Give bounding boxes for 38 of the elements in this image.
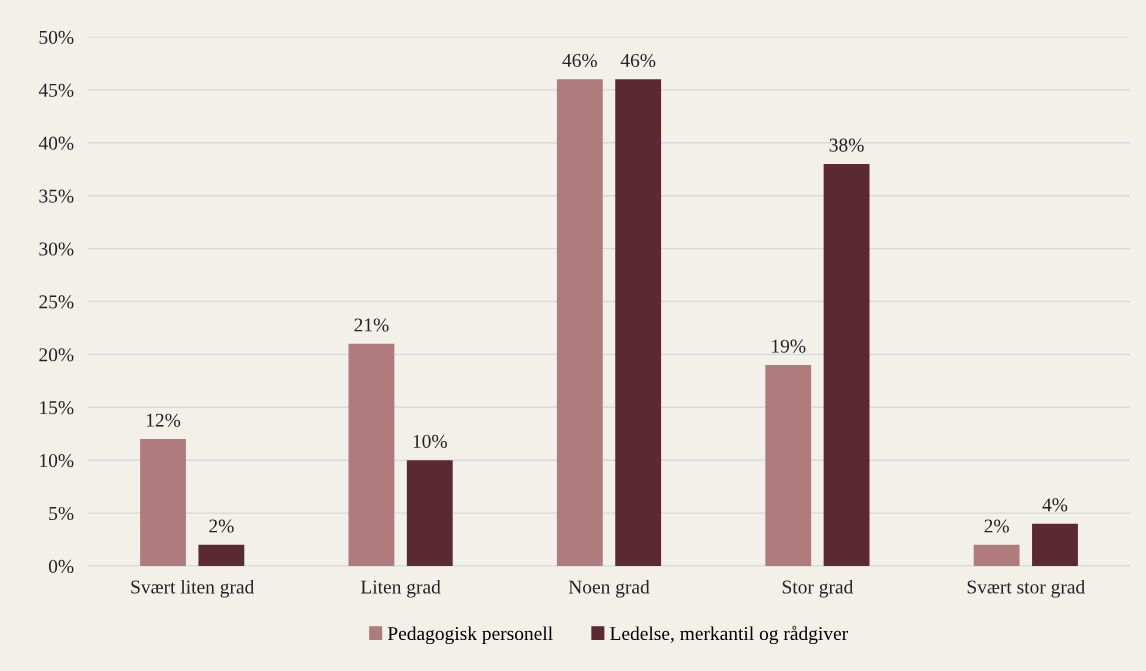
data-label: 38% <box>829 138 864 152</box>
y-tick-label: 30% <box>39 242 74 256</box>
bar <box>615 79 662 566</box>
y-tick-label: 0% <box>48 559 74 573</box>
bar <box>198 544 245 566</box>
bar <box>348 343 395 566</box>
x-tick-label: Noen grad <box>568 579 650 598</box>
x-tick-label: Liten grad <box>360 579 441 598</box>
bar <box>556 79 603 566</box>
x-tick-label: Svært stor grad <box>967 579 1085 598</box>
y-tick-label: 25% <box>39 295 74 309</box>
y-tick-label: 40% <box>38 136 74 150</box>
bar <box>140 439 186 566</box>
y-tick-label: 45% <box>38 83 74 97</box>
data-label: 46% <box>562 53 597 68</box>
data-label: 12% <box>146 413 181 427</box>
legend-label: Pedagogisk personell <box>387 626 553 645</box>
bar <box>406 460 453 566</box>
data-label: 4% <box>1042 498 1068 512</box>
data-label: 21% <box>354 318 389 332</box>
bar <box>1032 523 1078 566</box>
y-tick-label: 35% <box>39 189 74 203</box>
x-tick-label: Svært liten grad <box>131 579 255 598</box>
data-label: 2% <box>209 519 234 533</box>
data-label: 46% <box>620 53 656 68</box>
data-label: 2% <box>984 519 1009 533</box>
y-tick-label: 5% <box>49 506 74 521</box>
y-tick-label: 20% <box>39 348 74 362</box>
y-tick-label: 50% <box>39 30 74 44</box>
y-tick-label: 10% <box>40 454 74 468</box>
data-label: 10% <box>413 434 447 448</box>
x-tick-label: Stor grad <box>782 579 854 598</box>
bar <box>765 364 812 566</box>
bar <box>823 163 870 566</box>
bar <box>973 544 1020 566</box>
y-tick-label: 15% <box>40 401 74 415</box>
data-label: 19% <box>772 339 806 353</box>
legend-label: Ledelse, merkantil og rådgiver <box>610 625 848 645</box>
